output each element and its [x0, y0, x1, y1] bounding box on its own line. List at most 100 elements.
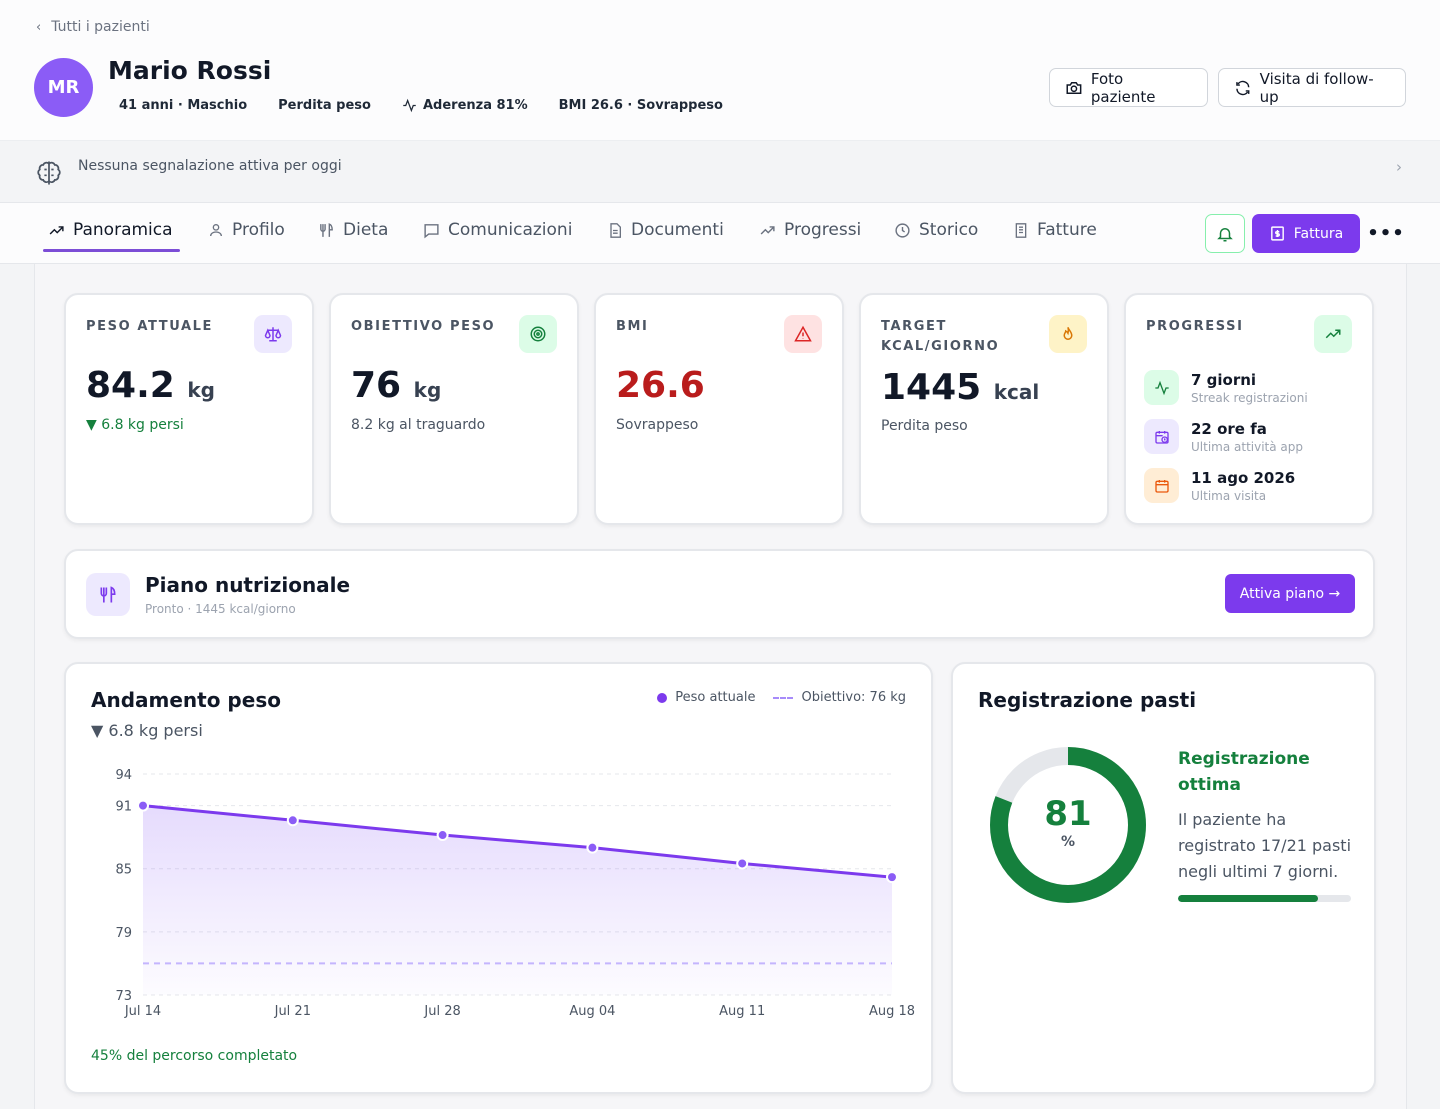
- invoice-button[interactable]: Fattura: [1252, 214, 1360, 253]
- flame-icon: [1049, 315, 1087, 353]
- weight-series-line: [142, 804, 893, 879]
- weight-unit: kg: [187, 378, 215, 402]
- age-sex: 41 anni · Maschio: [119, 98, 248, 113]
- refresh-icon: [1236, 80, 1250, 95]
- card-label: PROGRESSI: [1146, 319, 1244, 334]
- patient-meta: 41 anni · Maschio Perdita peso Aderenza …: [119, 98, 723, 113]
- activate-plan-button[interactable]: Attiva piano →: [1225, 574, 1355, 613]
- card-label-line1: TARGET: [881, 319, 947, 334]
- tab-label: Dieta: [343, 220, 389, 240]
- trending-up-icon: [49, 225, 64, 235]
- y-tick-label: 94: [115, 768, 132, 783]
- current-weight-card: PESO ATTUALE 84.2 kg ▼ 6.8 kg persi: [64, 293, 314, 525]
- plan-title: Piano nutrizionale: [145, 573, 351, 597]
- meal-status-description: Il paziente ha registrato 17/21 pasti ne…: [1178, 810, 1352, 881]
- legend-actual: Peso attuale: [657, 690, 755, 705]
- weight-lost: ▼ 6.8 kg persi: [86, 417, 184, 433]
- legend-dot: [657, 692, 668, 703]
- user-icon: [210, 224, 222, 237]
- clock-icon: [895, 222, 910, 238]
- progress-item-sub: Streak registrazioni: [1191, 391, 1308, 405]
- progress-item-title: 7 giorni: [1191, 371, 1257, 389]
- tab-panoramica[interactable]: Panoramica: [48, 220, 173, 240]
- tab-label: Documenti: [631, 220, 724, 240]
- tab-label: Panoramica: [73, 220, 173, 240]
- plan-subtitle: Pronto · 1445 kcal/giorno: [145, 602, 296, 616]
- weight-point: [286, 814, 299, 827]
- progress-item: 7 giorni Streak registrazioni: [1144, 370, 1308, 405]
- y-tick-label: 73: [115, 989, 132, 1004]
- tab-label: Profilo: [232, 220, 285, 240]
- weight-point: [736, 857, 749, 870]
- goal-number: 76: [351, 365, 402, 406]
- patient-photo-button[interactable]: Foto paziente: [1049, 68, 1208, 107]
- goal-weight-card: OBIETTIVO PESO 76 kg 8.2 kg al traguardo: [329, 293, 579, 525]
- receipt-icon: [1015, 222, 1027, 238]
- meal-status-headline: Registrazione ottima: [1178, 749, 1310, 795]
- card-label: BMI: [616, 319, 649, 334]
- goal-unit: kg: [413, 378, 442, 402]
- x-tick-label: Aug 04: [569, 1004, 615, 1019]
- back-link-label: Tutti i pazienti: [51, 19, 150, 35]
- camera-icon: [1066, 81, 1082, 94]
- y-tick-label: 85: [115, 863, 132, 878]
- followup-visit-label: Visita di follow-up: [1259, 69, 1374, 106]
- x-tick-label: Jul 14: [124, 1004, 161, 1019]
- tab-profilo[interactable]: Profilo: [208, 220, 285, 240]
- tab-label: Progressi: [784, 220, 862, 240]
- alert-text: Nessuna segnalazione attiva per oggi: [78, 158, 342, 174]
- x-tick-label: Aug 18: [869, 1004, 915, 1019]
- meal-progress-bar: [1178, 895, 1351, 902]
- kcal-number: 1445: [881, 367, 982, 408]
- brain-icon: [37, 161, 61, 185]
- meal-progress-fill: [1178, 895, 1319, 902]
- bmi-label: BMI 26.6 · Sovrappeso: [558, 98, 723, 113]
- patient-header: ‹ Tutti i pazienti MR Mario Rossi 41 ann…: [0, 0, 1440, 140]
- card-label: OBIETTIVO PESO: [351, 319, 496, 334]
- tab-documenti[interactable]: Documenti: [607, 220, 724, 240]
- weight-point: [436, 829, 449, 842]
- weight-point: [886, 871, 898, 884]
- tab-fatture[interactable]: Fatture: [1013, 220, 1097, 240]
- tab-progressi[interactable]: Progressi: [759, 220, 861, 240]
- donut-arc: [990, 747, 1146, 903]
- y-tick-label: 91: [115, 800, 132, 815]
- calendar-clock-icon: [1144, 419, 1179, 454]
- tab-comunicazioni[interactable]: Comunicazioni: [423, 220, 572, 240]
- trending-up-icon: [1314, 315, 1352, 353]
- calendar-icon: [1144, 468, 1179, 503]
- progress-item-sub: Ultima visita: [1191, 489, 1267, 503]
- progress-item: 22 ore fa Ultima attività app: [1144, 419, 1303, 454]
- nutrition-plan-card: Piano nutrizionale Pronto · 1445 kcal/gi…: [64, 549, 1375, 639]
- weight-point: [586, 841, 599, 854]
- bmi-card: BMI 26.6 Sovrappeso: [594, 293, 844, 525]
- meal-percent-value: 81: [1044, 794, 1092, 834]
- notifications-button[interactable]: [1205, 214, 1245, 253]
- progress-item-sub: Ultima attività app: [1191, 440, 1304, 454]
- current-weight-value: 84.2 kg: [86, 365, 215, 406]
- back-link[interactable]: ‹ Tutti i pazienti: [36, 19, 150, 35]
- tab-storico[interactable]: Storico: [894, 220, 978, 240]
- followup-visit-button[interactable]: Visita di follow-up: [1218, 68, 1406, 107]
- bmi-category: Sovrappeso: [616, 417, 699, 433]
- warning-icon: [784, 315, 822, 353]
- goal-label: Perdita peso: [278, 98, 371, 113]
- invoice-icon: [1270, 226, 1284, 241]
- y-tick-label: 79: [115, 926, 132, 941]
- tab-dieta[interactable]: Dieta: [318, 220, 388, 240]
- meal-donut-chart: [990, 747, 1146, 903]
- alert-bar[interactable]: Nessuna segnalazione attiva per oggi ›: [0, 140, 1440, 203]
- kcal-target-card: TARGET KCAL/GIORNO 1445 kcal Perdita pes…: [859, 293, 1109, 525]
- weight-number: 84.2: [86, 365, 175, 406]
- patient-photo-label: Foto paziente: [1090, 69, 1156, 106]
- card-label: TARGET KCAL/GIORNO: [881, 317, 999, 357]
- invoice-button-label: Fattura: [1293, 225, 1344, 242]
- more-options-button[interactable]: •••: [1367, 217, 1405, 249]
- kcal-value: 1445 kcal: [881, 367, 1039, 408]
- avatar: MR: [34, 58, 93, 117]
- ellipsis-icon: •••: [1367, 222, 1405, 244]
- weight-chart-card: Andamento peso ▼ 6.8 kg persi Peso attua…: [64, 662, 933, 1094]
- chevron-left-icon: ‹: [36, 19, 42, 35]
- meal-logging-card: Registrazione pasti 81 % Registrazione o…: [951, 662, 1376, 1094]
- tab-bar: Panoramica Profilo Dieta Comunicazioni D…: [0, 203, 1440, 264]
